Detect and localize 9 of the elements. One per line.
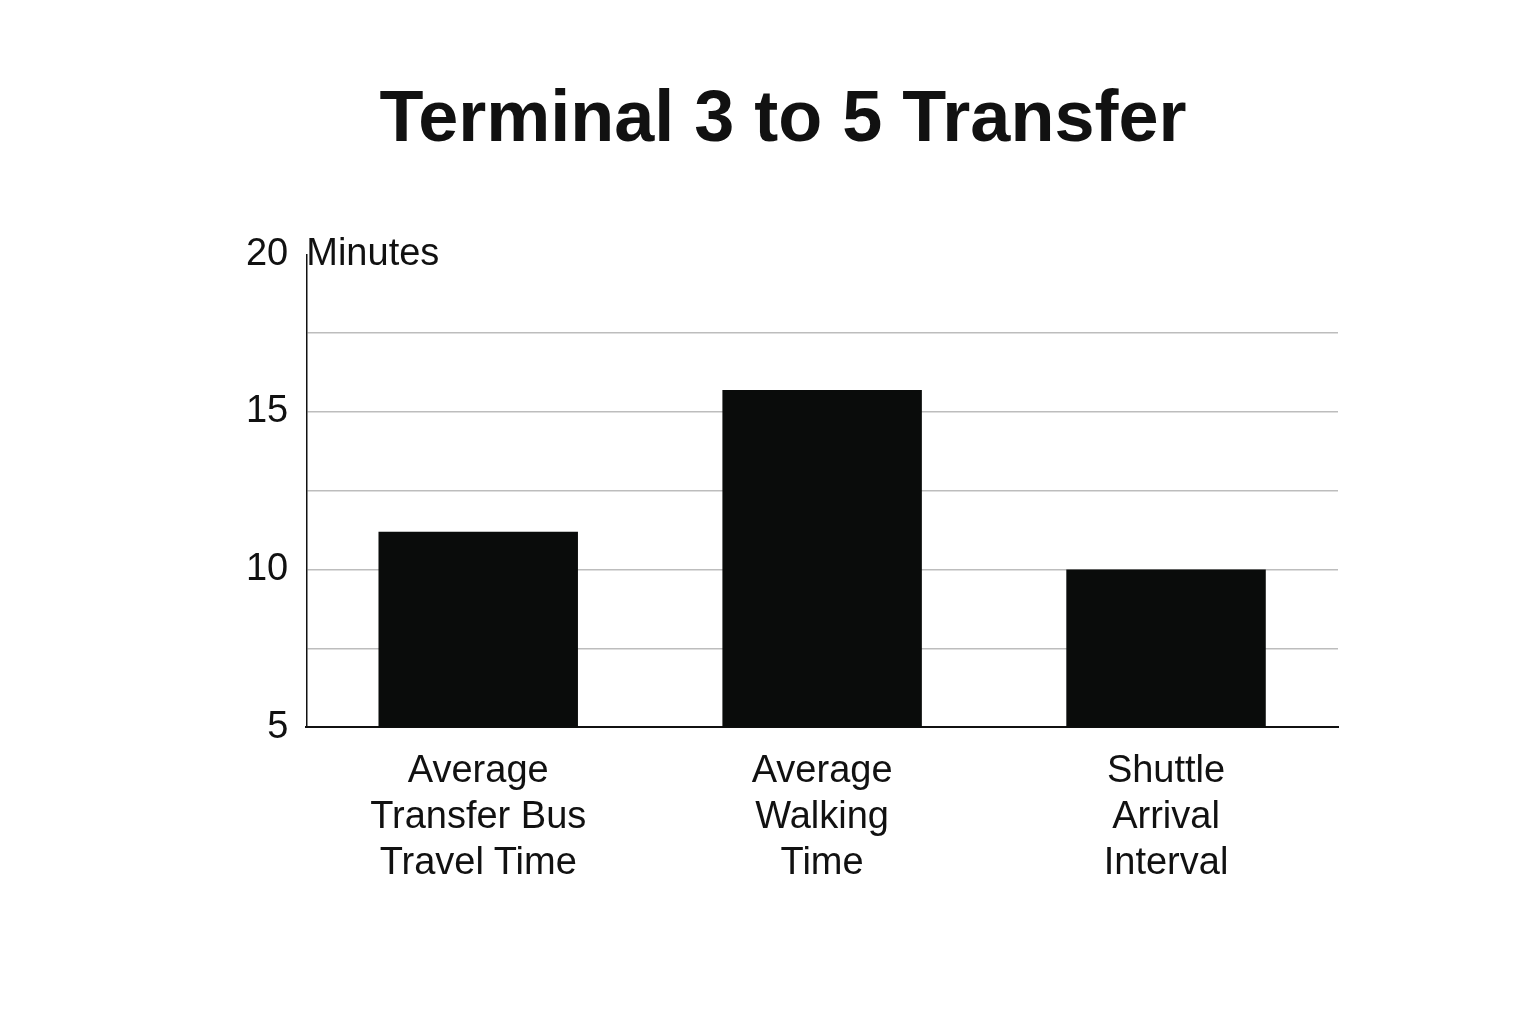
- x-tick-label: Average Transfer Bus Travel Time: [370, 748, 587, 882]
- chart-title: Terminal 3 to 5 Transfer: [379, 76, 1187, 157]
- y-tick-label: 10: [245, 546, 289, 589]
- y-axis-title: Minutes: [306, 230, 440, 273]
- x-tick-label: Average Walking Time: [751, 748, 893, 882]
- y-tick-label: 5: [267, 703, 289, 746]
- y-tick-label: 15: [245, 388, 289, 431]
- y-tick-label: 20: [245, 230, 289, 273]
- x-tick-label: Shuttle Arrival Interval: [1103, 748, 1229, 882]
